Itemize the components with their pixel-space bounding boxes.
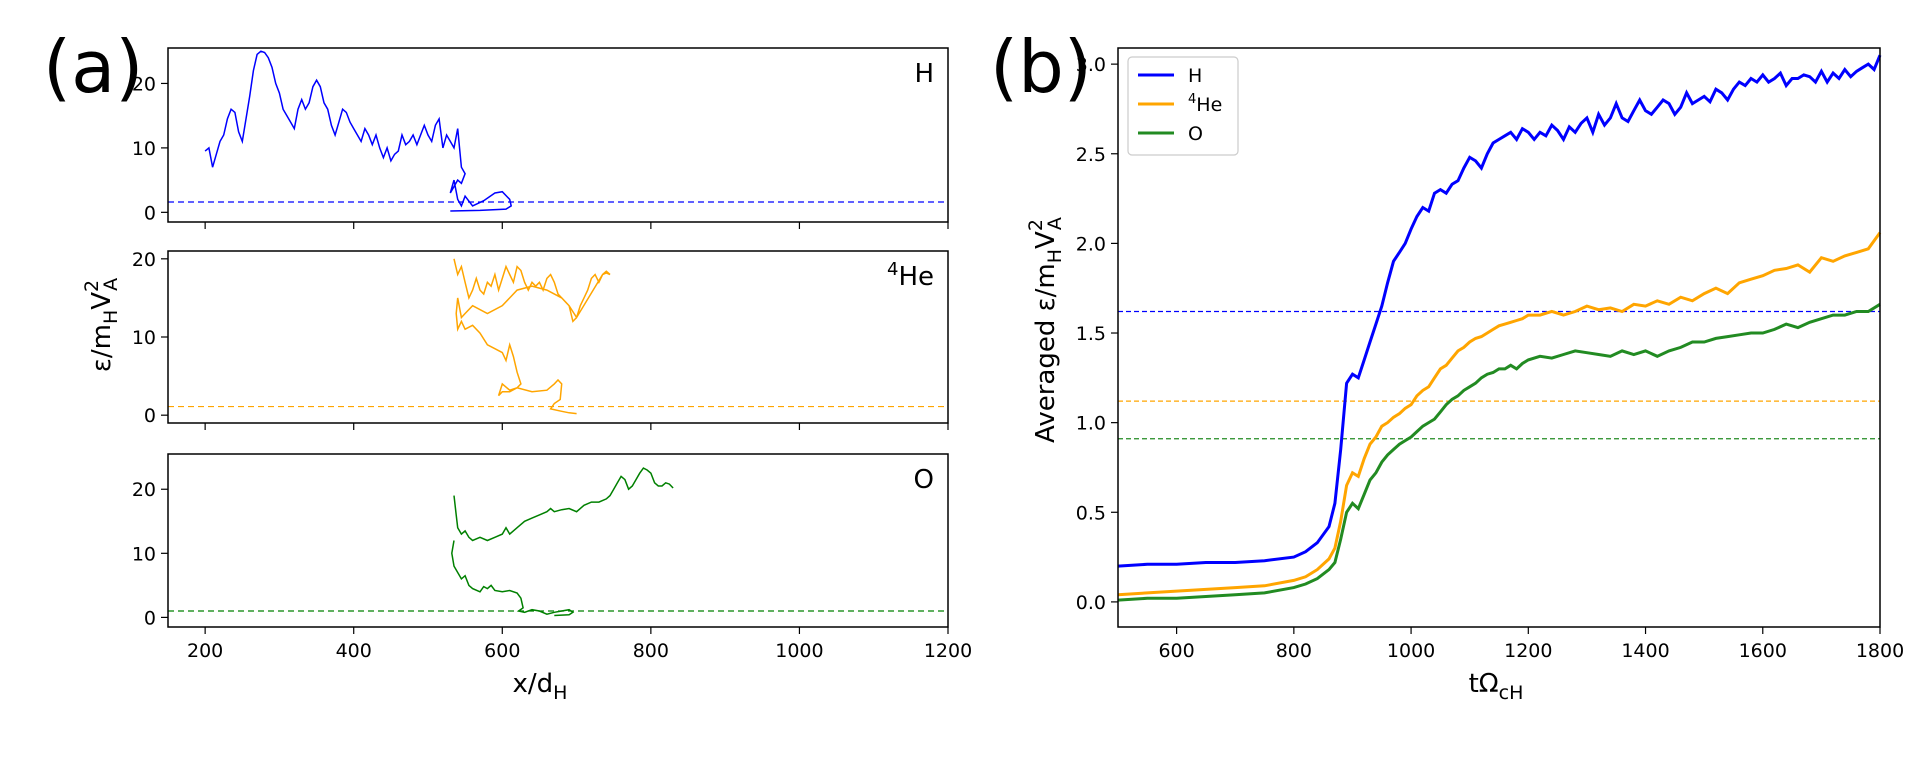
species-name: H [914, 59, 934, 89]
axes-frame [167, 453, 949, 628]
y-tick-label: 10 [132, 543, 156, 565]
x-tick-label: 1600 [1739, 640, 1787, 662]
y-tick-label: 2.5 [1076, 144, 1106, 166]
panel-a-x-label: x/dH [513, 669, 568, 704]
legend-label: H [1188, 65, 1202, 87]
legend-label-name: H [1188, 65, 1202, 87]
legend-label-sup: 4 [1188, 92, 1196, 107]
y-tick-label: 2.0 [1076, 233, 1106, 255]
y-tick-label: 1.5 [1076, 323, 1106, 345]
legend-label: 4He [1188, 92, 1222, 116]
axes-frame [167, 47, 949, 223]
x-tick-label: 1200 [1504, 640, 1552, 662]
legend-label-name: He [1196, 94, 1222, 116]
legend-label-name: O [1188, 123, 1203, 145]
x-tick-label: 1800 [1856, 640, 1904, 662]
species-sup: 4 [887, 259, 898, 280]
panel-b: 600 800 1000 1200 1400 1600 1800 0.0 0.5 1.0 1.5 2.… [1025, 47, 1904, 704]
legend: H 4He O [1127, 56, 1239, 156]
species-name: He [898, 262, 934, 292]
y-tick-label: 0.0 [1076, 592, 1106, 614]
x-tick-label: 600 [1158, 640, 1194, 662]
panel-b-plot: 600 800 1000 1200 1400 1600 1800 0.0 0.5 1.0 1.5 2.… [1076, 47, 1904, 662]
x-tick-label: 200 [187, 640, 223, 662]
y-tick-label: 20 [132, 479, 156, 501]
x-tick-label: 600 [484, 640, 520, 662]
legend-box [1127, 56, 1239, 156]
y-tick-label: 0 [144, 202, 156, 224]
species-label: 4He [887, 259, 934, 292]
trajectory-line [451, 540, 575, 617]
species-label: O [914, 465, 934, 495]
series-line [1117, 303, 1881, 602]
y-tick-label: 3.0 [1076, 54, 1106, 76]
y-tick-label: 0 [144, 607, 156, 629]
trajectory-line [204, 50, 513, 212]
subplot-h: 0 10 20 H [132, 47, 949, 229]
x-tick-label: 1400 [1621, 640, 1669, 662]
x-tick-label: 400 [336, 640, 372, 662]
trajectory-line [453, 258, 611, 415]
panel-a-y-label: ε/mHV2A [81, 278, 122, 372]
panel-b-y-label: Averaged ε/mHV2A [1025, 217, 1066, 443]
y-tick-label: 10 [132, 138, 156, 160]
axes-frame [1117, 47, 1881, 628]
x-tick-label: 1000 [1387, 640, 1435, 662]
x-tick-label: 800 [633, 640, 669, 662]
y-tick-label: 0 [144, 405, 156, 427]
y-tick-label: 1.0 [1076, 413, 1106, 435]
axes-frame [167, 250, 949, 424]
panel-a-tag: (a) [43, 25, 143, 109]
panel-a: 0 10 20 H 0 10 20 4He 0 10 20 200 400 600 800 1000 120… [81, 47, 972, 704]
x-tick-label: 1200 [924, 640, 972, 662]
series-line [1117, 54, 1882, 568]
y-tick-label: 0.5 [1076, 502, 1106, 524]
subplot-he: 0 10 20 4He [132, 249, 949, 430]
legend-label: O [1188, 123, 1203, 145]
trajectory-line [453, 467, 674, 542]
species-label: H [914, 59, 934, 89]
y-tick-label: 20 [132, 73, 156, 95]
x-tick-label: 800 [1276, 640, 1312, 662]
species-name: O [914, 465, 934, 495]
x-tick-label: 1000 [775, 640, 823, 662]
y-tick-label: 20 [132, 249, 156, 271]
subplot-o: 0 10 20 200 400 600 800 1000 1200 O [132, 453, 972, 662]
y-tick-label: 10 [132, 327, 156, 349]
series-line [1117, 231, 1882, 597]
panel-b-x-label: tΩcH [1469, 669, 1524, 704]
panel-b-tag: (b) [990, 25, 1092, 109]
